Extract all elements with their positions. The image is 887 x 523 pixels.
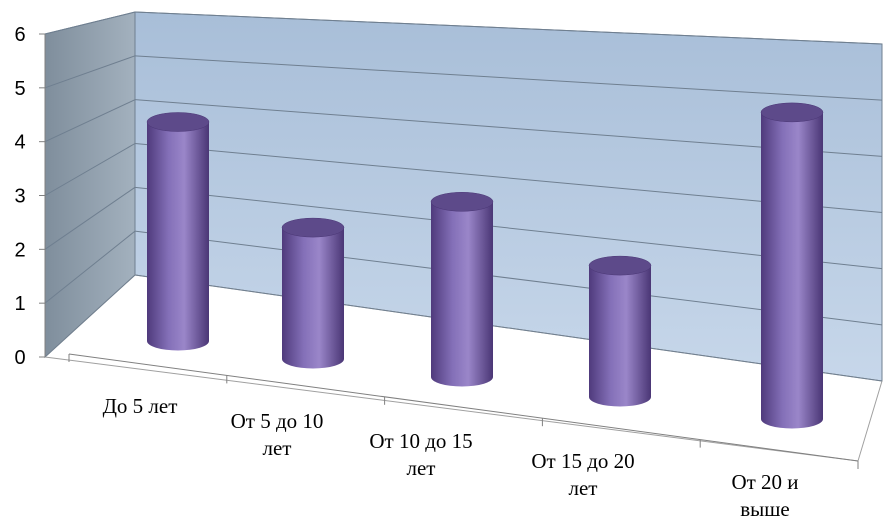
y-tick-label: 1 <box>14 293 25 315</box>
y-tick-label: 3 <box>14 186 25 208</box>
x-tick-label: От 15 до 20 лет <box>531 449 634 500</box>
y-tick-label: 4 <box>14 132 25 154</box>
x-tick-label: До 5 лет <box>103 394 178 418</box>
bar-body <box>589 266 651 407</box>
bar-body <box>282 228 344 369</box>
bar <box>147 113 209 351</box>
bar <box>761 103 823 429</box>
y-tick-label: 2 <box>14 239 25 261</box>
bar <box>589 256 651 406</box>
bar-body <box>431 202 493 387</box>
bar <box>282 218 344 368</box>
bar <box>431 192 493 386</box>
y-tick-label: 5 <box>14 78 25 100</box>
y-axis: 0 1 2 3 4 5 6 <box>14 24 45 369</box>
bar-top <box>761 103 823 122</box>
bar-top <box>147 113 209 132</box>
bar-top <box>282 218 344 237</box>
bar-top <box>589 256 651 275</box>
bar-body <box>761 112 823 428</box>
x-tick-label: От 20 и выше <box>731 470 798 521</box>
x-tick-label: От 5 до 10 лет <box>231 409 324 460</box>
bar-top <box>431 192 493 211</box>
x-tick-label: От 10 до 15 лет <box>369 429 472 480</box>
y-tick-label: 6 <box>14 24 25 46</box>
bar-body <box>147 122 209 351</box>
y-tick-label: 0 <box>14 347 25 369</box>
